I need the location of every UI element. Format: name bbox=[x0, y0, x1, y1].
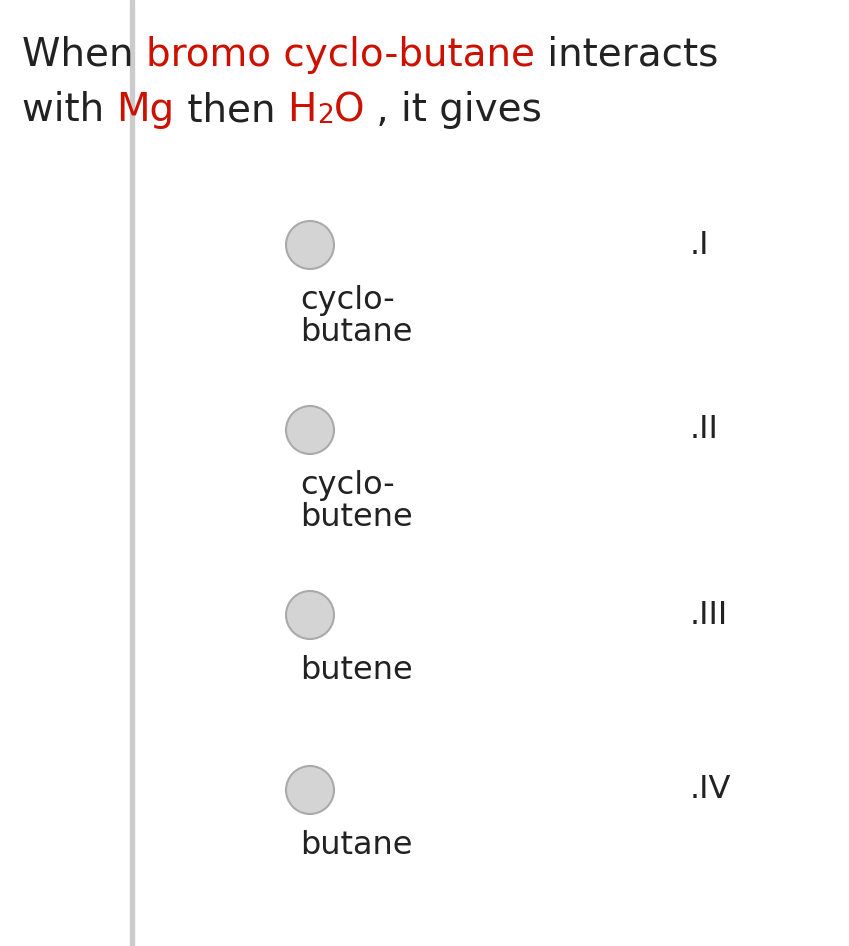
Text: .I: .I bbox=[690, 230, 710, 260]
Bar bbox=[130, 0, 134, 946]
Text: .III: .III bbox=[690, 600, 728, 630]
Text: , it gives: , it gives bbox=[364, 91, 542, 129]
Ellipse shape bbox=[286, 591, 334, 639]
Text: cyclo-: cyclo- bbox=[300, 285, 395, 316]
Ellipse shape bbox=[286, 406, 334, 454]
Text: .II: .II bbox=[690, 414, 719, 446]
Text: then: then bbox=[175, 91, 288, 129]
Text: O: O bbox=[334, 91, 364, 129]
Text: interacts: interacts bbox=[535, 36, 718, 74]
Ellipse shape bbox=[286, 766, 334, 814]
Text: cyclo-: cyclo- bbox=[300, 470, 395, 501]
Text: Mg: Mg bbox=[116, 91, 175, 129]
Text: butene: butene bbox=[300, 502, 413, 533]
Text: butane: butane bbox=[300, 830, 413, 861]
Text: 2: 2 bbox=[317, 103, 334, 130]
Text: .IV: .IV bbox=[690, 775, 731, 805]
Text: butene: butene bbox=[300, 655, 413, 686]
Text: with: with bbox=[22, 91, 116, 129]
Text: bromo cyclo-butane: bromo cyclo-butane bbox=[146, 36, 535, 74]
Text: When: When bbox=[22, 36, 146, 74]
Text: butane: butane bbox=[300, 317, 413, 348]
Ellipse shape bbox=[286, 221, 334, 269]
Text: H: H bbox=[288, 91, 317, 129]
